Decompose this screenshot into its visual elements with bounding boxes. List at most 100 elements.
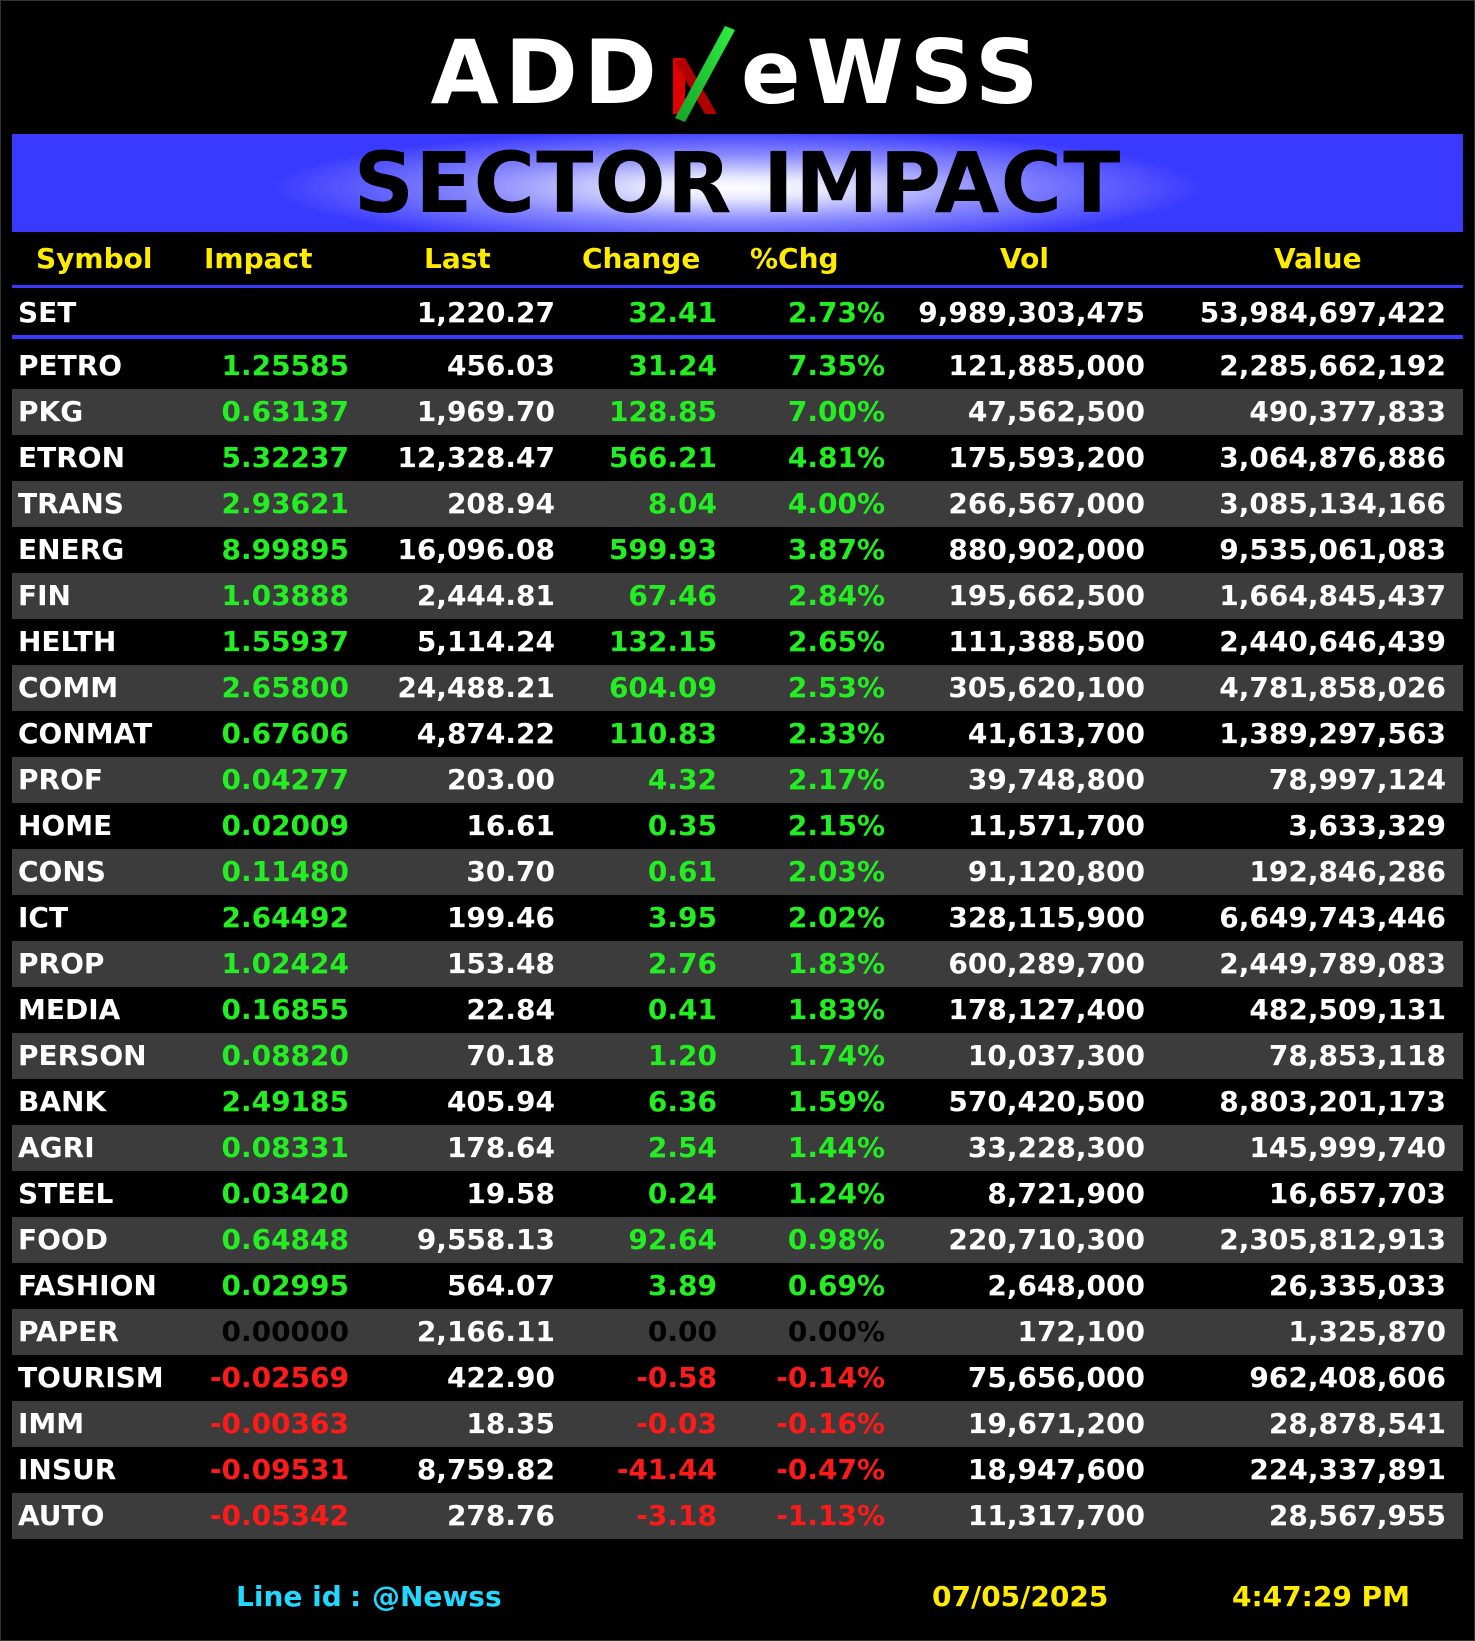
- sector-last: 153.48: [446, 947, 555, 980]
- sector-last: 24,488.21: [397, 671, 555, 704]
- sector-pct-change: -0.47%: [776, 1453, 885, 1486]
- sector-volume: 47,562,500: [967, 395, 1145, 428]
- sector-symbol: PERSON: [18, 1039, 147, 1072]
- table-row: INSUR -0.09531 8,759.82 -41.44 -0.47% 18,947,…: [12, 1447, 1463, 1493]
- sector-pct-change: 7.35%: [787, 349, 885, 382]
- sector-pct-change: -0.14%: [776, 1361, 885, 1394]
- sector-value: 2,449,789,083: [1219, 947, 1446, 980]
- sector-change: 0.00: [647, 1315, 717, 1348]
- sector-impact: 5.32237: [221, 441, 349, 474]
- sector-change: -41.44: [616, 1453, 717, 1486]
- sector-symbol: ETRON: [18, 441, 126, 474]
- logo-text-right: eWSS: [740, 20, 1045, 124]
- sector-change: 0.41: [647, 993, 717, 1026]
- sector-pct-change: 2.15%: [787, 809, 885, 842]
- sector-volume: 328,115,900: [948, 901, 1145, 934]
- sector-volume: 600,289,700: [948, 947, 1145, 980]
- sector-value: 490,377,833: [1249, 395, 1446, 428]
- sector-change: 92.64: [628, 1223, 717, 1256]
- sector-value: 78,997,124: [1268, 763, 1446, 796]
- column-header-last: Last: [424, 242, 491, 275]
- sector-last: 16,096.08: [397, 533, 555, 566]
- sector-pct-change: 1.24%: [787, 1177, 885, 1210]
- sector-value: 192,846,286: [1249, 855, 1446, 888]
- sector-value: 4,781,858,026: [1219, 671, 1446, 704]
- sector-pct-change: 2.03%: [787, 855, 885, 888]
- sector-volume: 91,120,800: [967, 855, 1145, 888]
- footer-time: 4:47:29 PM: [1232, 1580, 1410, 1613]
- sector-volume: 11,317,700: [967, 1499, 1145, 1532]
- sector-change: -0.58: [636, 1361, 717, 1394]
- sector-change: 132.15: [608, 625, 717, 658]
- sector-volume: 172,100: [1017, 1315, 1145, 1348]
- sector-impact: 0.02995: [221, 1269, 349, 1302]
- index-volume: 9,989,303,475: [918, 296, 1145, 329]
- table-row: ENERG 8.99895 16,096.08 599.93 3.87% 880,902,…: [12, 527, 1463, 573]
- sector-last: 422.90: [446, 1361, 555, 1394]
- sector-change: 6.36: [647, 1085, 717, 1118]
- sector-impact: 0.63137: [221, 395, 349, 428]
- sector-change: -0.03: [636, 1407, 717, 1440]
- sector-impact: 1.25585: [221, 349, 349, 382]
- sector-change: 3.89: [647, 1269, 717, 1302]
- sector-pct-change: 4.81%: [787, 441, 885, 474]
- table-row: PROP 1.02424 153.48 2.76 1.83% 600,289,700 2,4…: [12, 941, 1463, 987]
- brand-logo: ADD eWSS: [0, 20, 1475, 124]
- sector-pct-change: 1.44%: [787, 1131, 885, 1164]
- table-row: PROF 0.04277 203.00 4.32 2.17% 39,748,800 78,9…: [12, 757, 1463, 803]
- sector-value: 9,535,061,083: [1219, 533, 1446, 566]
- logo-n-mark: [667, 22, 737, 122]
- sector-change: 1.20: [647, 1039, 717, 1072]
- table-row: FIN 1.03888 2,444.81 67.46 2.84% 195,662,500 1…: [12, 573, 1463, 619]
- table-row: ETRON 5.32237 12,328.47 566.21 4.81% 175,593,…: [12, 435, 1463, 481]
- sector-symbol: AGRI: [18, 1131, 95, 1164]
- sector-pct-change: 4.00%: [787, 487, 885, 520]
- sector-volume: 33,228,300: [967, 1131, 1145, 1164]
- line-id-value: @Newss: [372, 1580, 502, 1613]
- sector-volume: 111,388,500: [948, 625, 1145, 658]
- sector-volume: 11,571,700: [967, 809, 1145, 842]
- sector-pct-change: 7.00%: [787, 395, 885, 428]
- sector-volume: 570,420,500: [948, 1085, 1145, 1118]
- sector-symbol: COMM: [18, 671, 119, 704]
- sector-volume: 10,037,300: [967, 1039, 1145, 1072]
- index-row: SET 1,220.27 32.41 2.73% 9,989,303,475 5…: [12, 290, 1463, 336]
- column-header-change: Change: [582, 242, 701, 275]
- index-symbol: SET: [18, 296, 77, 329]
- sector-change: 31.24: [628, 349, 717, 382]
- sector-last: 9,558.13: [416, 1223, 555, 1256]
- sector-pct-change: 2.65%: [787, 625, 885, 658]
- sector-impact: 0.11480: [221, 855, 349, 888]
- page-title: SECTOR IMPACT: [353, 134, 1122, 232]
- sector-value: 1,389,297,563: [1219, 717, 1446, 750]
- sector-last: 18.35: [466, 1407, 555, 1440]
- sector-symbol: PROF: [18, 763, 104, 796]
- sector-symbol: TRANS: [18, 487, 124, 520]
- sector-value: 3,085,134,166: [1219, 487, 1446, 520]
- table-row: ICT 2.64492 199.46 3.95 2.02% 328,115,900 6,64…: [12, 895, 1463, 941]
- sector-last: 5,114.24: [416, 625, 555, 658]
- sector-impact: -0.02569: [209, 1361, 349, 1394]
- sector-change: 0.61: [647, 855, 717, 888]
- sector-value: 2,305,812,913: [1219, 1223, 1446, 1256]
- sector-volume: 178,127,400: [948, 993, 1145, 1026]
- table-row: PAPER 0.00000 2,166.11 0.00 0.00% 172,100 1,32…: [12, 1309, 1463, 1355]
- sector-impact: 2.93621: [221, 487, 349, 520]
- sector-last: 8,759.82: [416, 1453, 555, 1486]
- sector-symbol: TOURISM: [18, 1361, 164, 1394]
- index-last: 1,220.27: [416, 296, 555, 329]
- table-row: CONS 0.11480 30.70 0.61 2.03% 91,120,800 192,8…: [12, 849, 1463, 895]
- sector-volume: 2,648,000: [987, 1269, 1145, 1302]
- sector-pct-change: -1.13%: [776, 1499, 885, 1532]
- index-pct-change: 2.73%: [787, 296, 885, 329]
- sector-pct-change: -0.16%: [776, 1407, 885, 1440]
- sector-volume: 75,656,000: [967, 1361, 1145, 1394]
- sector-volume: 220,710,300: [948, 1223, 1145, 1256]
- sector-symbol: FIN: [18, 579, 71, 612]
- sector-value: 2,285,662,192: [1219, 349, 1446, 382]
- sector-impact: 0.04277: [221, 763, 349, 796]
- sector-impact: -0.00363: [209, 1407, 349, 1440]
- sector-change: -3.18: [636, 1499, 717, 1532]
- sector-last: 178.64: [446, 1131, 555, 1164]
- index-change: 32.41: [628, 296, 717, 329]
